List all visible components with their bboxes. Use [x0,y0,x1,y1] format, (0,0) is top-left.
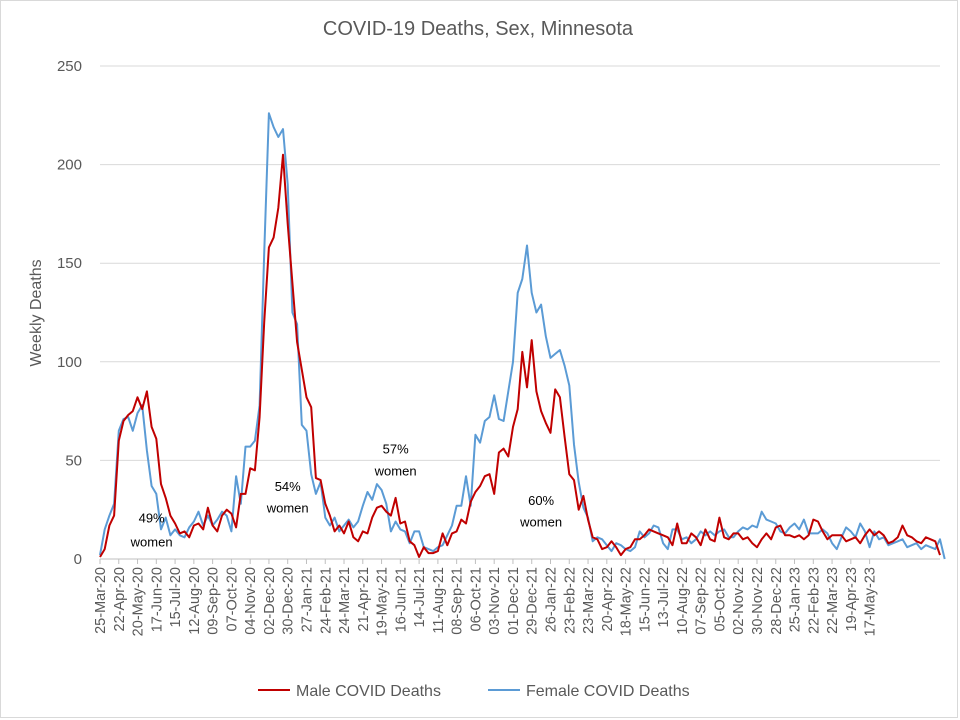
x-tick-label: 20-May-20 [131,567,147,636]
chart-title: COVID-19 Deaths, Sex, Minnesota [323,18,634,40]
annotation-label: women [519,515,562,530]
x-tick-label: 22-Feb-23 [806,567,822,634]
annotations: 49% women 54% women 57% women 60% women [130,442,562,550]
series-line-female [99,112,946,560]
x-tick-label: 17-Jun-20 [149,567,165,632]
x-tick-label: 05-Oct-22 [712,567,728,631]
y-tick-label: 100 [57,354,82,371]
x-tick-label: 02-Nov-22 [731,567,747,635]
y-axis-ticks: 0 50 100 150 200 250 [57,58,82,568]
x-tick-label: 04-Nov-20 [243,567,259,635]
x-tick-label: 29-Dec-21 [525,567,541,635]
x-tick-label: 07-Oct-20 [224,567,240,631]
x-tick-label: 01-Dec-21 [506,567,522,635]
x-tick-label: 11-Aug-21 [431,567,447,634]
series-lines [99,112,946,560]
x-tick-label: 07-Sep-22 [694,567,710,635]
legend-label-male: Male COVID Deaths [296,683,441,700]
x-tick-label: 26-Jan-22 [544,567,560,632]
x-tick-label: 06-Oct-21 [468,567,484,631]
x-tick-label: 19-May-21 [375,567,391,636]
x-tick-label: 03-Nov-21 [487,567,503,635]
x-tick-label: 02-Dec-20 [262,567,278,635]
x-tick-label: 24-Mar-21 [337,567,353,634]
x-tick-label: 28-Dec-22 [769,567,785,635]
annotation-label: women [130,534,173,549]
y-tick-label: 150 [57,255,82,272]
x-tick-label: 22-Mar-23 [825,567,841,634]
x-tick-label: 09-Sep-20 [206,567,222,635]
x-tick-label: 10-Aug-22 [675,567,691,635]
annotation-label: women [266,501,309,516]
x-tick-label: 15-Jun-22 [637,567,653,632]
annotation-label: women [374,463,417,478]
x-tick-label: 13-Jul-22 [656,567,672,627]
x-tick-label: 25-Mar-20 [93,567,109,634]
x-tick-label: 20-Apr-22 [600,567,616,631]
x-tick-label: 24-Feb-21 [318,567,334,634]
series-line-male [99,153,941,558]
x-tick-label: 17-May-23 [863,567,879,636]
x-tick-label: 19-Apr-23 [844,567,860,631]
x-tick-label: 16-Jun-21 [393,567,409,632]
x-tick-label: 08-Sep-21 [450,567,466,635]
gridlines [100,65,940,560]
x-tick-label: 30-Dec-20 [281,567,297,635]
x-tick-label: 12-Aug-20 [187,567,203,635]
x-tick-label: 18-May-22 [619,567,635,636]
y-tick-label: 50 [65,452,82,469]
annotation-percent: 57% [383,442,409,457]
y-axis-label: Weekly Deaths [28,259,45,366]
x-tick-label: 21-Apr-21 [356,567,372,631]
x-tick-label: 27-Jan-21 [299,567,315,632]
x-tick-label: 25-Jan-23 [788,567,804,632]
x-tick-label: 15-Jul-20 [168,567,184,627]
x-tick-label: 14-Jul-21 [412,567,428,627]
y-tick-label: 200 [57,157,82,174]
y-tick-label: 0 [74,551,82,568]
annotation-percent: 54% [275,479,301,494]
annotation-percent: 49% [139,511,165,526]
legend-label-female: Female COVID Deaths [526,683,690,700]
x-tick-label: 30-Nov-22 [750,567,766,635]
legend: Male COVID Deaths Female COVID Deaths [258,683,690,700]
annotation-percent: 60% [528,493,554,508]
x-axis-ticks: 25-Mar-20 22-Apr-20 20-May-20 17-Jun-20 15-J… [93,559,879,636]
x-tick-label: 23-Feb-22 [562,567,578,634]
x-tick-label: 23-Mar-22 [581,567,597,634]
y-tick-label: 250 [57,58,82,75]
x-tick-label: 22-Apr-20 [112,567,128,631]
